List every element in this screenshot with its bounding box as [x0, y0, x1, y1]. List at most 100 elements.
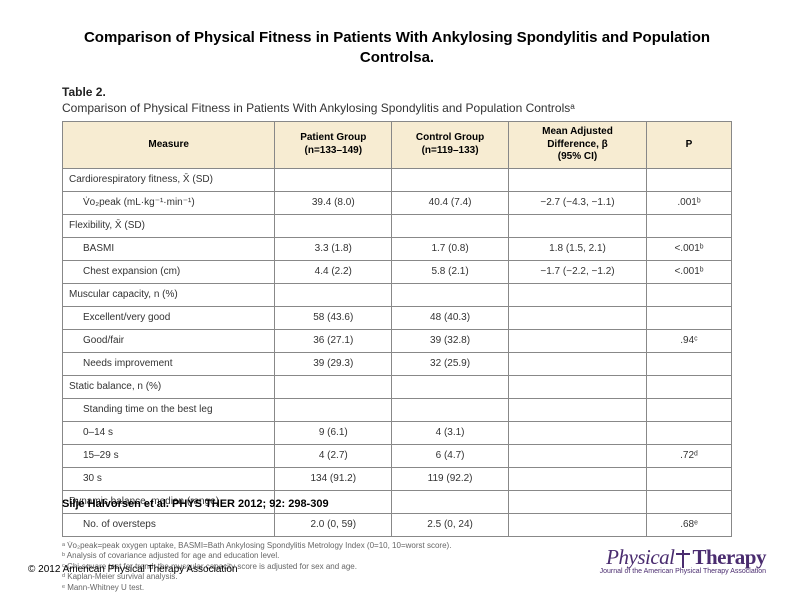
cell-measure: Static balance, n (%) [63, 375, 275, 398]
footnote-line: ᵉ Mann-Whitney U test. [62, 583, 794, 593]
cell-measure: 30 s [63, 467, 275, 490]
table-row: Needs improvement39 (29.3)32 (25.9) [63, 352, 732, 375]
cell-patient: 4 (2.7) [275, 444, 392, 467]
cell-control [392, 168, 509, 191]
cell-measure: Flexibility, X̄ (SD) [63, 214, 275, 237]
cell-diff: 1.8 (1.5, 2.1) [508, 237, 646, 260]
col-patient: Patient Group(n=133–149) [275, 122, 392, 169]
cell-measure: BASMI [63, 237, 275, 260]
cell-p [647, 283, 732, 306]
cell-patient: 36 (27.1) [275, 329, 392, 352]
comparison-table: Measure Patient Group(n=133–149) Control… [62, 121, 732, 537]
table-row: 0–14 s9 (6.1)4 (3.1) [63, 421, 732, 444]
cell-control [392, 398, 509, 421]
table-row: Excellent/very good58 (43.6)48 (40.3) [63, 306, 732, 329]
cell-control: 32 (25.9) [392, 352, 509, 375]
table-row: Static balance, n (%) [63, 375, 732, 398]
cell-measure: Chest expansion (cm) [63, 260, 275, 283]
slide-title: Comparison of Physical Fitness in Patien… [0, 0, 794, 67]
cell-patient: 39 (29.3) [275, 352, 392, 375]
cell-patient: 3.3 (1.8) [275, 237, 392, 260]
table-row: Cardiorespiratory fitness, X̄ (SD) [63, 168, 732, 191]
cell-measure: 0–14 s [63, 421, 275, 444]
cell-p [647, 352, 732, 375]
cell-patient: 2.0 (0, 59) [275, 513, 392, 536]
cell-p [647, 467, 732, 490]
cell-patient [275, 168, 392, 191]
cell-patient [275, 398, 392, 421]
cell-patient [275, 375, 392, 398]
cell-diff [508, 375, 646, 398]
cell-control: 40.4 (7.4) [392, 191, 509, 214]
cell-measure: Muscular capacity, n (%) [63, 283, 275, 306]
cell-measure: Cardiorespiratory fitness, X̄ (SD) [63, 168, 275, 191]
cell-control [392, 214, 509, 237]
cell-p: .001ᵇ [647, 191, 732, 214]
cell-patient [275, 214, 392, 237]
table-label: Table 2. [62, 85, 794, 99]
cell-p [647, 398, 732, 421]
table-row: No. of oversteps2.0 (0, 59)2.5 (0, 24).6… [63, 513, 732, 536]
cell-p [647, 214, 732, 237]
cell-patient: 39.4 (8.0) [275, 191, 392, 214]
table-row: 15–29 s4 (2.7)6 (4.7).72ᵈ [63, 444, 732, 467]
cell-patient: 58 (43.6) [275, 306, 392, 329]
cell-control [392, 283, 509, 306]
col-measure: Measure [63, 122, 275, 169]
cell-p [647, 168, 732, 191]
table-row: V̇o₂peak (mL·kg⁻¹·min⁻¹)39.4 (8.0)40.4 (… [63, 191, 732, 214]
table-header-row: Measure Patient Group(n=133–149) Control… [63, 122, 732, 169]
cell-control: 6 (4.7) [392, 444, 509, 467]
cell-control: 5.8 (2.1) [392, 260, 509, 283]
cell-control: 1.7 (0.8) [392, 237, 509, 260]
table-row: Chest expansion (cm)4.4 (2.2)5.8 (2.1)−1… [63, 260, 732, 283]
cell-diff [508, 444, 646, 467]
cell-diff [508, 306, 646, 329]
cell-p [647, 306, 732, 329]
cell-p: <.001ᵇ [647, 237, 732, 260]
logo-word-therapy: Therapy [692, 545, 766, 569]
cell-measure: V̇o₂peak (mL·kg⁻¹·min⁻¹) [63, 191, 275, 214]
cell-diff [508, 214, 646, 237]
table-row: 30 s134 (91.2)119 (92.2) [63, 467, 732, 490]
cell-diff [508, 513, 646, 536]
cell-measure: Excellent/very good [63, 306, 275, 329]
logo-word-physical: Physical [606, 545, 674, 569]
logo-subtitle: Journal of the American Physical Therapy… [600, 568, 766, 575]
cell-control: 4 (3.1) [392, 421, 509, 444]
cell-diff [508, 398, 646, 421]
cell-diff [508, 283, 646, 306]
cell-measure: No. of oversteps [63, 513, 275, 536]
cell-diff [508, 352, 646, 375]
cell-control: 119 (92.2) [392, 467, 509, 490]
cell-p: .68ᵉ [647, 513, 732, 536]
cell-diff: −1.7 (−2.2, −1.2) [508, 260, 646, 283]
table-row: BASMI3.3 (1.8)1.7 (0.8)1.8 (1.5, 2.1)<.0… [63, 237, 732, 260]
cell-control: 39 (32.8) [392, 329, 509, 352]
logo: Physical Therapy Journal of the American … [600, 545, 766, 575]
col-meandiff: Mean AdjustedDifference, β(95% CI) [508, 122, 646, 169]
table-row: Muscular capacity, n (%) [63, 283, 732, 306]
copyright: © 2012 American Physical Therapy Associa… [28, 564, 238, 575]
cell-diff [508, 168, 646, 191]
cell-measure: Good/fair [63, 329, 275, 352]
cell-control [392, 490, 509, 513]
cell-patient: 134 (91.2) [275, 467, 392, 490]
cell-measure: Standing time on the best leg [63, 398, 275, 421]
table-caption: Comparison of Physical Fitness in Patien… [62, 101, 794, 115]
cell-patient: 4.4 (2.2) [275, 260, 392, 283]
cell-p [647, 421, 732, 444]
citation: Silje Halvorsen et al. PHYS THER 2012; 9… [62, 498, 329, 510]
col-control: Control Group(n=119–133) [392, 122, 509, 169]
cell-p [647, 490, 732, 513]
cell-diff [508, 329, 646, 352]
cell-p [647, 375, 732, 398]
cell-diff [508, 421, 646, 444]
cell-p: .94ᶜ [647, 329, 732, 352]
cell-patient [275, 283, 392, 306]
table-row: Standing time on the best leg [63, 398, 732, 421]
cell-control [392, 375, 509, 398]
table-row: Good/fair36 (27.1)39 (32.8) .94ᶜ [63, 329, 732, 352]
logo-ornament-icon [676, 550, 690, 568]
logo-wordmark: Physical Therapy [600, 545, 766, 570]
